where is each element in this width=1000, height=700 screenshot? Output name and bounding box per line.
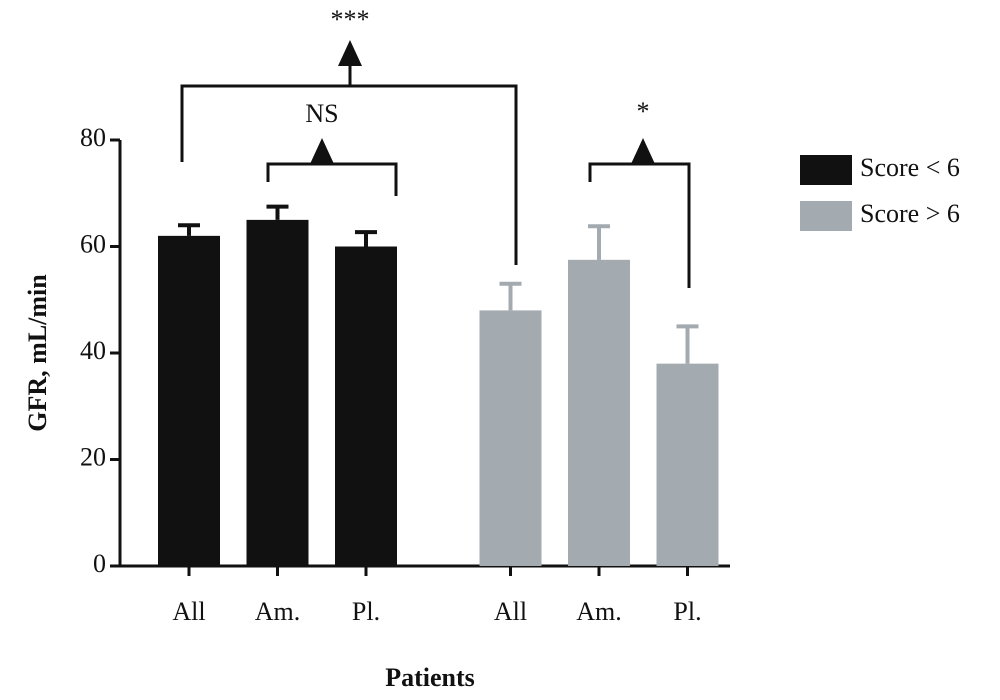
error-bar — [178, 223, 200, 236]
y-tick-label: 80 — [80, 123, 106, 152]
error-bar — [676, 324, 699, 364]
x-axis-label: Patients — [385, 663, 475, 692]
x-tick-label: All — [172, 597, 205, 626]
annotation: *** — [331, 5, 370, 34]
bar — [158, 235, 220, 566]
arrow — [338, 40, 362, 66]
y-tick-label: 60 — [80, 229, 106, 258]
y-tick-label: 0 — [93, 549, 106, 578]
legend-swatch — [800, 155, 852, 185]
arrows — [310, 40, 655, 164]
x-tick-label: Am. — [576, 597, 622, 626]
arrow — [310, 138, 334, 164]
bracket — [266, 162, 398, 196]
y-axis-label: GFR, mL/min — [23, 274, 52, 432]
error-bar — [355, 230, 377, 247]
bracket — [180, 84, 518, 265]
bar — [246, 219, 309, 566]
arrow — [631, 138, 655, 164]
x-tick-label: Am. — [255, 597, 301, 626]
legend-label: Score < 6 — [860, 153, 960, 182]
x-tick-label: All — [494, 597, 527, 626]
bar — [568, 259, 630, 566]
bar — [479, 310, 542, 566]
error-bar — [588, 224, 610, 260]
legend-label: Score > 6 — [860, 199, 960, 228]
bar — [656, 363, 719, 566]
y-tick-label: 40 — [80, 336, 106, 365]
error-bar — [266, 204, 289, 220]
error-bar — [499, 281, 522, 311]
annotation: NS — [305, 99, 338, 128]
x-tick-label: Pl. — [673, 597, 701, 626]
bar — [335, 246, 397, 566]
annotation: * — [637, 97, 650, 126]
x-tick-label: Pl. — [352, 597, 380, 626]
legend-swatch — [800, 201, 852, 231]
y-tick-label: 20 — [80, 442, 106, 471]
